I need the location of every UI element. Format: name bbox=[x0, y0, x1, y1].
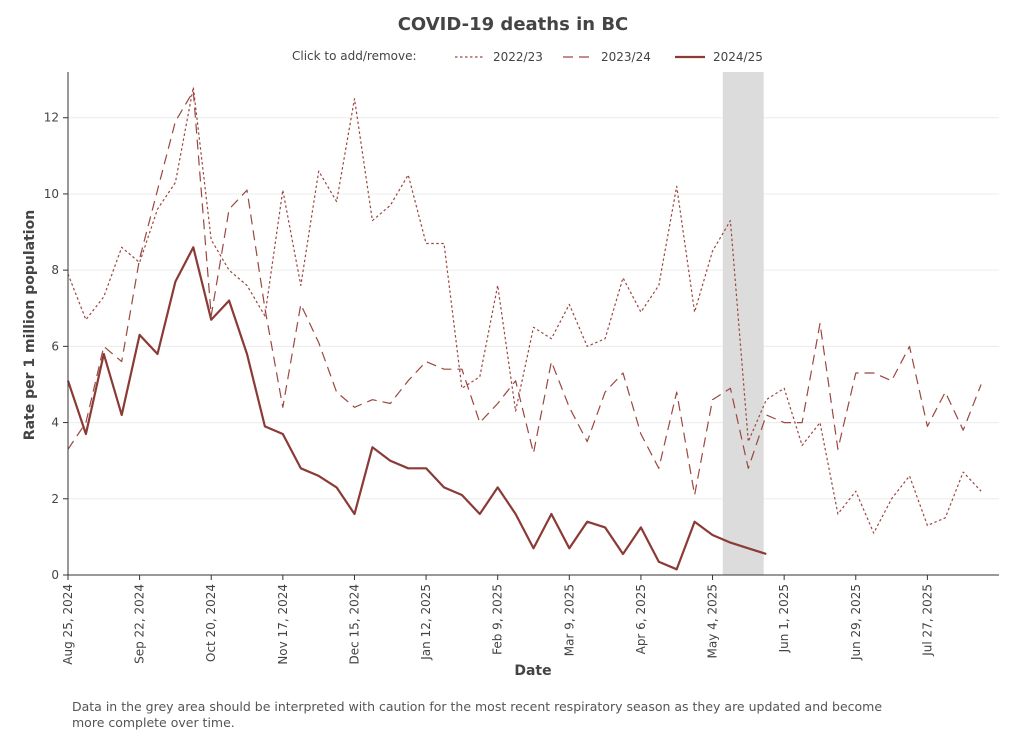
y-tick-label: 0 bbox=[51, 568, 59, 582]
x-tick-label: May 4, 2025 bbox=[706, 584, 720, 658]
chart-title: COVID-19 deaths in BC bbox=[398, 14, 629, 35]
legend-item-2024-25[interactable]: 2024/25 bbox=[675, 50, 763, 64]
caution-shaded-area bbox=[722, 72, 764, 575]
axes bbox=[67, 72, 999, 576]
x-tick-label: Dec 15, 2024 bbox=[347, 584, 361, 664]
x-tick-label: Jul 27, 2025 bbox=[920, 584, 934, 657]
series-line-2022-23 bbox=[67, 86, 982, 534]
series-lines bbox=[66, 86, 982, 571]
x-tick-label: Sep 22, 2024 bbox=[133, 584, 147, 664]
x-tick-label: Nov 17, 2024 bbox=[276, 584, 290, 665]
x-tick-label: Oct 20, 2024 bbox=[204, 584, 218, 662]
x-axis-ticks: Aug 25, 2024 Sep 22, 2024 Oct 20, 2024 Nov … bbox=[61, 575, 934, 665]
x-tick-label: Jun 29, 2025 bbox=[849, 584, 863, 661]
series-line-2023-24 bbox=[67, 90, 982, 496]
x-tick-label: Feb 9, 2025 bbox=[491, 584, 505, 655]
y-tick-label: 12 bbox=[44, 111, 59, 125]
legend-label: 2023/24 bbox=[601, 50, 651, 64]
y-tick-label: 4 bbox=[51, 416, 59, 430]
shaded-region bbox=[722, 72, 764, 575]
y-tick-label: 10 bbox=[44, 187, 59, 201]
x-tick-label: Aug 25, 2024 bbox=[61, 584, 75, 665]
y-tick-label: 6 bbox=[51, 339, 59, 353]
caution-note: Data in the grey area should be interpre… bbox=[72, 699, 883, 730]
x-axis-title: Date bbox=[514, 663, 551, 679]
legend-hint: Click to add/remove: bbox=[292, 49, 417, 63]
legend-label: 2024/25 bbox=[713, 50, 763, 64]
y-tick-label: 2 bbox=[51, 492, 59, 506]
legend: Click to add/remove: 2022/23 2023/24 2024/… bbox=[292, 49, 763, 64]
y-axis-ticks: 0 2 4 6 8 10 12 bbox=[44, 111, 68, 582]
legend-item-2022-23[interactable]: 2022/23 bbox=[455, 50, 543, 64]
y-tick-label: 8 bbox=[51, 263, 59, 277]
x-tick-label: Jun 1, 2025 bbox=[777, 584, 791, 653]
x-tick-label: Jan 12, 2025 bbox=[419, 584, 433, 661]
x-tick-label: Mar 9, 2025 bbox=[562, 584, 576, 656]
series-line-2024-25 bbox=[66, 246, 767, 571]
legend-label: 2022/23 bbox=[493, 50, 543, 64]
legend-item-2023-24[interactable]: 2023/24 bbox=[563, 50, 651, 64]
y-axis-title: Rate per 1 million population bbox=[22, 210, 38, 440]
x-tick-label: Apr 6, 2025 bbox=[634, 584, 648, 654]
